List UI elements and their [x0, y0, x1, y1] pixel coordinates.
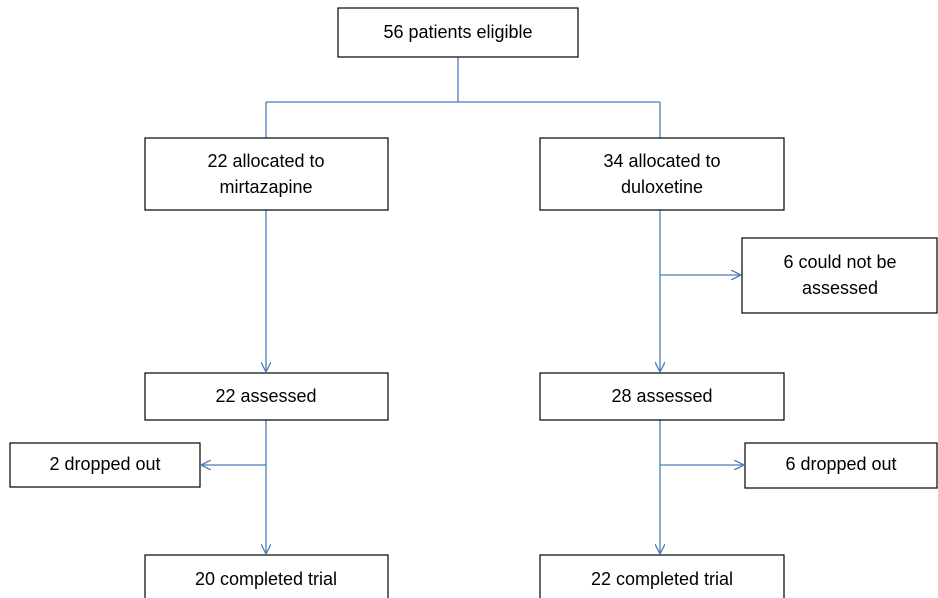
connectors [201, 57, 744, 554]
node-box [539, 554, 785, 598]
node-box [144, 372, 389, 421]
node-label: 28 assessed [611, 386, 712, 406]
node: 6 dropped out [744, 442, 938, 489]
split-connector [265, 57, 661, 138]
node-label: 56 patients eligible [383, 22, 532, 42]
node-box [539, 137, 785, 211]
node: 20 completed trial [144, 554, 389, 598]
node: 2 dropped out [9, 442, 201, 488]
node-label: 22 allocated to [207, 151, 324, 171]
node-box [144, 554, 389, 598]
node-label: 22 completed trial [591, 569, 733, 589]
node-label: 20 completed trial [195, 569, 337, 589]
node-box [744, 442, 938, 489]
node-label: 22 assessed [215, 386, 316, 406]
node-label: assessed [802, 278, 878, 298]
node: 56 patients eligible [337, 7, 579, 58]
node-label: mirtazapine [219, 177, 312, 197]
node: 22 allocated to mirtazapine [144, 137, 389, 211]
node-label: 2 dropped out [49, 454, 160, 474]
node-label: 34 allocated to [603, 151, 720, 171]
node-box [539, 372, 785, 421]
node: 34 allocated to duloxetine [539, 137, 785, 211]
node: 6 could not be assessed [741, 237, 938, 314]
node-label: 6 could not be [783, 252, 896, 272]
node-label: 6 dropped out [785, 454, 896, 474]
node-box [144, 137, 389, 211]
node-box [9, 442, 201, 488]
node-label: duloxetine [621, 177, 703, 197]
node: 22 assessed [144, 372, 389, 421]
node-box [337, 7, 579, 58]
node-box [741, 237, 938, 314]
node: 22 completed trial [539, 554, 785, 598]
node: 28 assessed [539, 372, 785, 421]
